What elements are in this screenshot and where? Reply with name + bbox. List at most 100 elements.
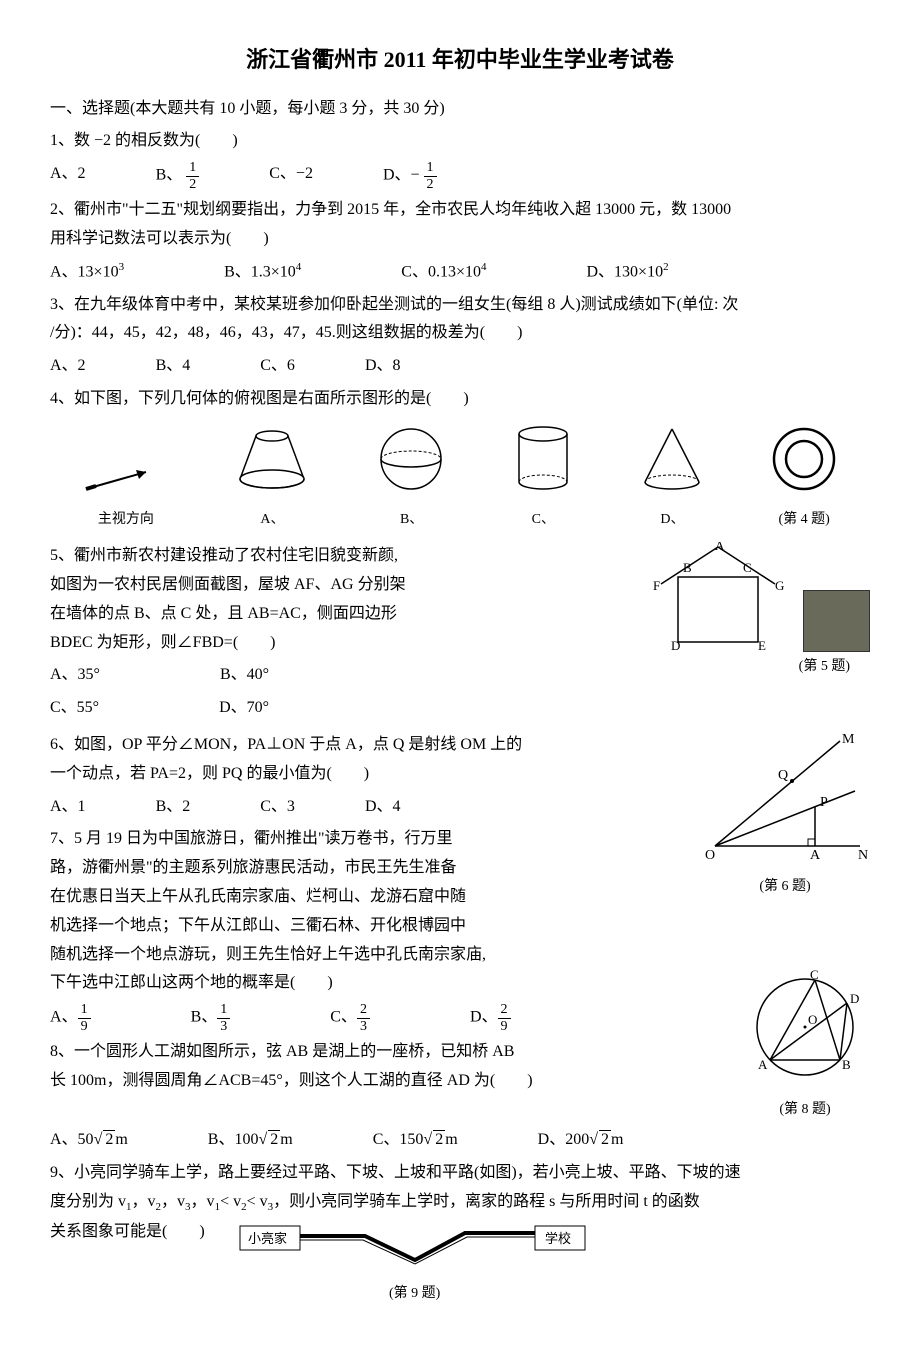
q6-opt-c: C、3 <box>260 793 295 822</box>
school-label: 学校 <box>545 1231 571 1246</box>
opt-prefix: C、 <box>330 1009 357 1026</box>
view-label: 主视方向 <box>81 507 171 532</box>
q6-opt-a: A、1 <box>50 793 86 822</box>
frac-den: 2 <box>186 177 199 192</box>
q7-opt-b: B、13 <box>191 1002 231 1034</box>
solid-b: B、 <box>374 424 449 532</box>
q1-opt-d: D、− 1 2 <box>383 160 437 192</box>
q8-l2: 长 100m，测得圆周角∠ACB=45°，则这个人工湖的直径 AD 为( ) <box>50 1067 870 1096</box>
q6-opt-b: B、2 <box>156 793 191 822</box>
point-label: D <box>671 638 680 652</box>
text-frag: ，v <box>161 1193 185 1210</box>
opt-text: D、130×10 <box>587 263 664 280</box>
q9-l2: 度分别为 v1，v2，v3，v1< v2< v3，则小亮同学骑车上学时，离家的路… <box>50 1188 870 1218</box>
q5-opt-d: D、70° <box>219 694 269 723</box>
superscript: 4 <box>296 261 302 273</box>
superscript: 3 <box>119 261 125 273</box>
frac-num: 1 <box>78 1002 91 1018</box>
q2-opt-b: B、1.3×104 <box>224 258 301 287</box>
arrow-icon <box>81 464 171 494</box>
frustum-icon <box>232 424 312 494</box>
opt-text: A、13×10 <box>50 263 119 280</box>
text-frag: ，v <box>191 1193 215 1210</box>
option-label: D、 <box>637 507 707 532</box>
q1-opt-b: B、 1 2 <box>156 160 200 192</box>
figure-caption: (第 9 题) <box>235 1281 595 1306</box>
q9-l3: 关系图象可能是( ) <box>50 1218 205 1247</box>
fraction-icon: 29 <box>498 1002 511 1034</box>
q3-line2: /分)：44，45，42，48，46，43，47，45.则这组数据的极差为( ) <box>50 319 870 348</box>
sqrt-val: 2 <box>599 1130 611 1148</box>
question-3: 3、在九年级体育中考中，某校某班参加仰卧起坐测试的一组女生(每组 8 人)测试成… <box>50 291 870 381</box>
q1-options: A、2 B、 1 2 C、−2 D、− 1 2 <box>50 160 870 192</box>
sqrt-val: 2 <box>103 1130 115 1148</box>
q5-opt-b: B、40° <box>220 661 269 690</box>
q3-opt-d: D、8 <box>365 352 401 381</box>
fraction-icon: 19 <box>78 1002 91 1034</box>
fraction-icon: 1 2 <box>186 160 199 192</box>
view-direction: 主视方向 <box>81 464 171 532</box>
opt-prefix: D、200 <box>538 1131 590 1148</box>
opt-suffix: m <box>115 1131 127 1148</box>
cone-icon <box>637 424 707 494</box>
point-label: P <box>820 795 828 810</box>
frac-num: 1 <box>217 1002 230 1018</box>
frac-num: 1 <box>186 160 199 176</box>
q3-options: A、2 B、4 C、6 D、8 <box>50 352 870 381</box>
q5-options-1: A、35° B、40° <box>50 661 633 690</box>
annulus-icon <box>769 424 839 494</box>
q2-line2: 用科学记数法可以表示为( ) <box>50 225 870 254</box>
q2-line1: 2、衢州市"十二五"规划纲要指出，力争到 2015 年，全市农民人均年纯收入超 … <box>50 196 870 225</box>
question-4: 4、如下图，下列几何体的俯视图是右面所示图形的是( ) 主视方向 A、 <box>50 385 870 532</box>
q8-opt-d: D、200√2m <box>538 1126 624 1155</box>
cylinder-icon <box>511 424 576 494</box>
superscript: 4 <box>481 261 487 273</box>
home-label: 小亮家 <box>248 1231 287 1246</box>
point-label: C <box>743 560 752 575</box>
text-frag: ，则小亮同学骑车上学时，离家的路程 s 与所用时间 t 的函数 <box>273 1193 700 1210</box>
q8-opt-c: C、150√2m <box>373 1126 458 1155</box>
opt-prefix: B、 <box>191 1009 218 1026</box>
q8-opt-a: A、50√2m <box>50 1126 128 1155</box>
q6-opt-d: D、4 <box>365 793 401 822</box>
superscript: 2 <box>663 261 669 273</box>
q6-options: A、1 B、2 C、3 D、4 <box>50 793 690 822</box>
q4-text: 4、如下图，下列几何体的俯视图是右面所示图形的是( ) <box>50 385 870 414</box>
house-photo <box>803 590 870 652</box>
q5-opt-c: C、55° <box>50 694 99 723</box>
opt-suffix: m <box>445 1131 457 1148</box>
opt-prefix: B、100 <box>208 1131 259 1148</box>
point-label: C <box>810 969 819 982</box>
q8-options: A、50√2m B、100√2m C、150√2m D、200√2m <box>50 1126 870 1155</box>
frac-num: 2 <box>498 1002 511 1018</box>
exam-title: 浙江省衢州市 2011 年初中毕业生学业考试卷 <box>50 40 870 80</box>
q2-opt-c: C、0.13×104 <box>401 258 486 287</box>
q1-opt-a: A、2 <box>50 160 86 192</box>
option-label: B、 <box>374 507 449 532</box>
fraction-icon: 1 2 <box>424 160 437 192</box>
q5-options-2: C、55° D、70° <box>50 694 870 723</box>
figure-caption: (第 4 题) <box>769 507 839 532</box>
q9-figure: 小亮家 学校 (第 9 题) <box>235 1218 595 1306</box>
point-label: M <box>842 732 855 747</box>
q7-l5: 随机选择一个地点游玩，则王先生恰好上午选中孔氏南宗家庙, <box>50 941 870 970</box>
q1-optb-prefix: B、 <box>156 167 183 184</box>
q3-opt-a: A、2 <box>50 352 86 381</box>
opt-prefix: A、50 <box>50 1131 94 1148</box>
q6-figure: M N O P Q A (第 6 题) <box>700 731 870 899</box>
opt-suffix: m <box>280 1131 292 1148</box>
frac-den: 3 <box>217 1019 230 1034</box>
text-frag: < v <box>247 1193 268 1210</box>
point-label: F <box>653 578 660 593</box>
frac-num: 1 <box>424 160 437 176</box>
house-diagram-icon: A B C F G D E <box>643 542 793 652</box>
question-9: 9、小亮同学骑车上学，路上要经过平路、下坡、上坡和平路(如图)，若小亮上坡、平路… <box>50 1159 870 1306</box>
point-label: G <box>775 578 784 593</box>
question-5: A B C F G D E (第 5 题) 5、衢州市新农村建设推动了农村住宅旧… <box>50 542 870 727</box>
point-label: E <box>758 638 766 652</box>
angle-bisector-icon: M N O P Q A <box>700 731 870 861</box>
solid-d: D、 <box>637 424 707 532</box>
q5-figure-group: A B C F G D E (第 5 题) <box>643 542 870 679</box>
frac-num: 2 <box>357 1002 370 1018</box>
point-label: N <box>858 848 868 861</box>
